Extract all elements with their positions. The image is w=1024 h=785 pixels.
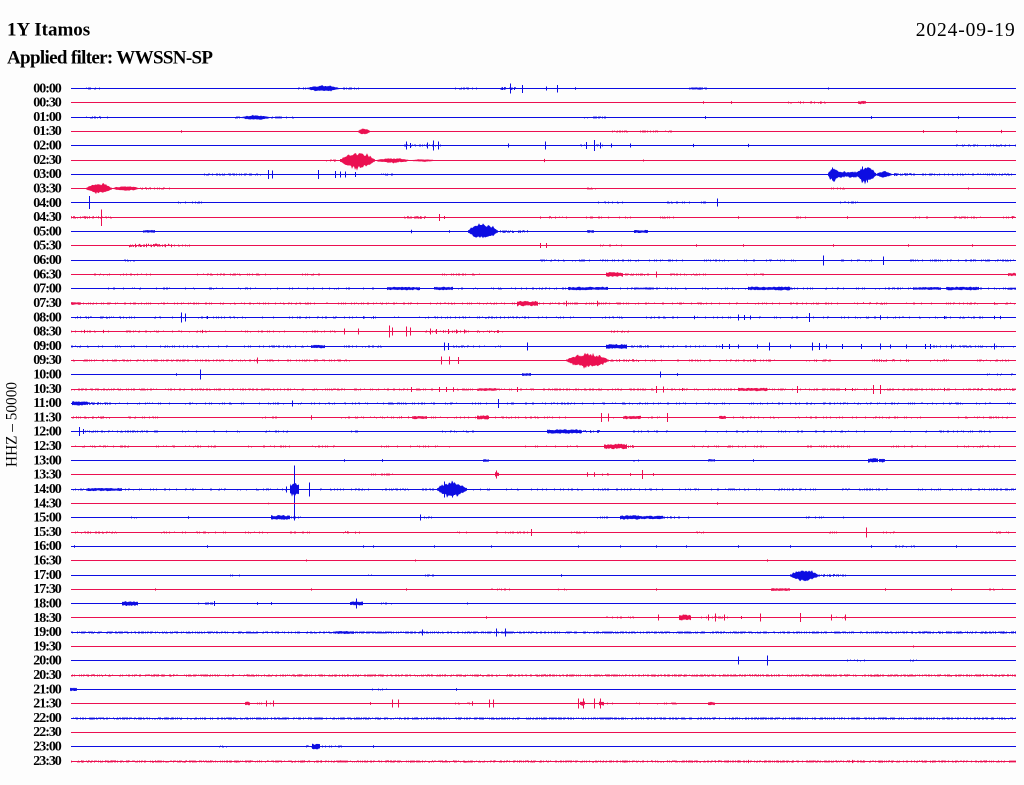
svg-text:02:30: 02:30 [33, 153, 62, 168]
svg-text:16:00: 16:00 [33, 539, 62, 554]
svg-text:23:30: 23:30 [33, 754, 62, 769]
svg-text:17:00: 17:00 [33, 568, 62, 583]
svg-text:13:30: 13:30 [33, 468, 62, 483]
svg-text:11:30: 11:30 [33, 410, 62, 425]
svg-text:01:00: 01:00 [33, 110, 62, 125]
svg-text:08:00: 08:00 [33, 310, 62, 325]
svg-text:05:30: 05:30 [33, 239, 62, 254]
svg-text:18:00: 18:00 [33, 597, 62, 612]
svg-text:21:00: 21:00 [33, 682, 62, 697]
svg-text:20:30: 20:30 [33, 668, 62, 683]
svg-text:07:00: 07:00 [33, 282, 62, 297]
svg-text:1Y Itamos: 1Y Itamos [7, 20, 90, 41]
svg-text:04:30: 04:30 [33, 210, 62, 225]
svg-text:10:00: 10:00 [33, 368, 62, 383]
svg-text:15:30: 15:30 [33, 525, 62, 540]
svg-text:Applied filter: WWSSN-SP: Applied filter: WWSSN-SP [7, 48, 213, 69]
svg-text:15:00: 15:00 [33, 511, 62, 526]
svg-text:14:00: 14:00 [33, 482, 62, 497]
svg-text:08:30: 08:30 [33, 325, 62, 340]
svg-text:2024-09-19: 2024-09-19 [916, 20, 1015, 41]
svg-text:17:30: 17:30 [33, 582, 62, 597]
svg-text:21:30: 21:30 [33, 697, 62, 712]
svg-text:03:00: 03:00 [33, 167, 62, 182]
svg-text:10:30: 10:30 [33, 382, 62, 397]
svg-text:22:30: 22:30 [33, 725, 62, 740]
svg-text:20:00: 20:00 [33, 654, 62, 669]
svg-text:06:30: 06:30 [33, 267, 62, 282]
svg-text:11:00: 11:00 [33, 396, 62, 411]
svg-text:18:30: 18:30 [33, 611, 62, 626]
svg-text:02:00: 02:00 [33, 139, 62, 154]
svg-text:03:30: 03:30 [33, 182, 62, 197]
svg-text:14:30: 14:30 [33, 496, 62, 511]
svg-text:04:00: 04:00 [33, 196, 62, 211]
svg-text:09:00: 09:00 [33, 339, 62, 354]
svg-text:12:30: 12:30 [33, 439, 62, 454]
svg-text:13:00: 13:00 [33, 453, 62, 468]
svg-text:19:30: 19:30 [33, 639, 62, 654]
svg-text:06:00: 06:00 [33, 253, 62, 268]
svg-text:00:00: 00:00 [33, 81, 62, 96]
svg-text:01:30: 01:30 [33, 124, 62, 139]
svg-text:22:00: 22:00 [33, 711, 62, 726]
svg-text:05:00: 05:00 [33, 224, 62, 239]
svg-text:00:30: 00:30 [33, 96, 62, 111]
svg-text:16:30: 16:30 [33, 554, 62, 569]
svg-text:HHZ – 50000: HHZ – 50000 [4, 382, 21, 467]
svg-text:12:00: 12:00 [33, 425, 62, 440]
svg-text:19:00: 19:00 [33, 625, 62, 640]
svg-text:23:00: 23:00 [33, 740, 62, 755]
svg-text:09:30: 09:30 [33, 353, 62, 368]
svg-text:07:30: 07:30 [33, 296, 62, 311]
